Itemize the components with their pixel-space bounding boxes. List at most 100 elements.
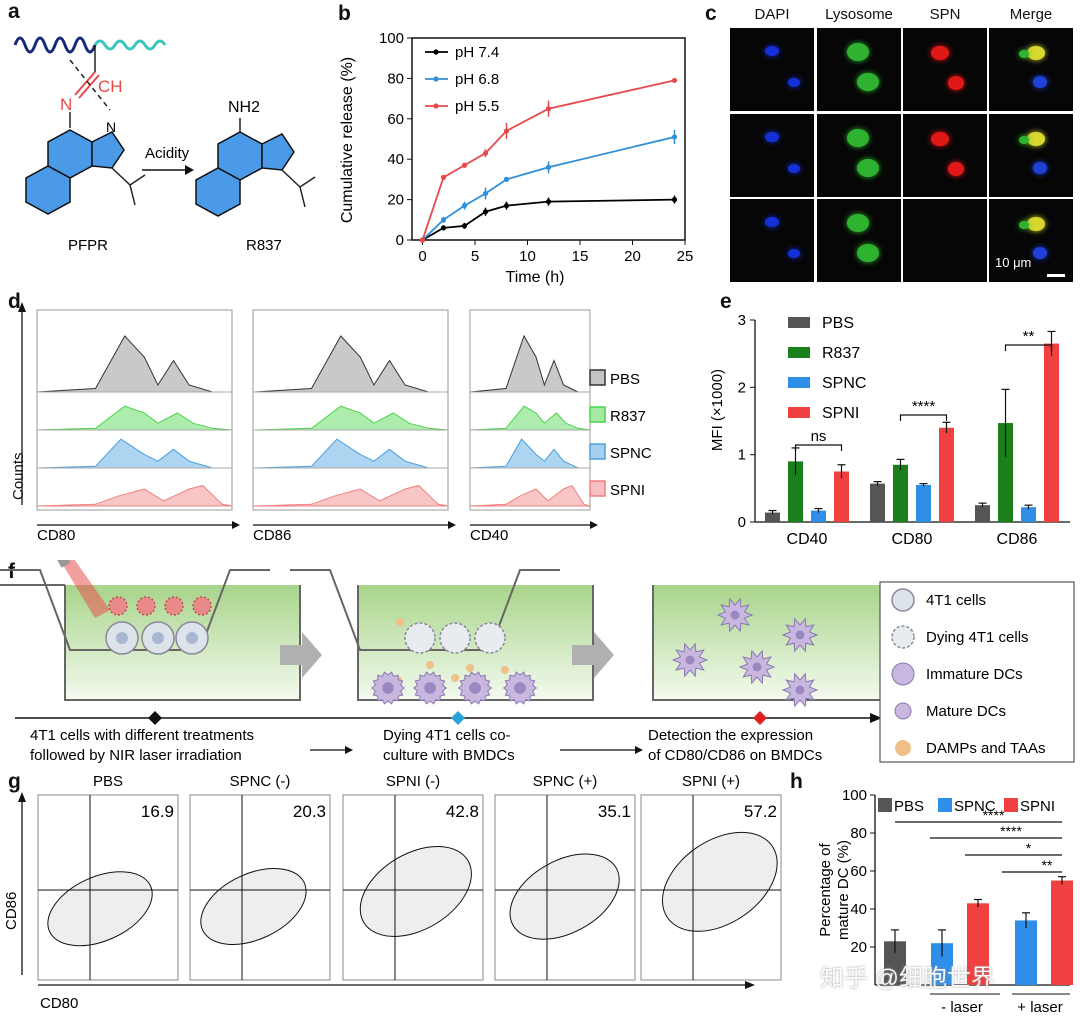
contour-ring — [661, 831, 778, 932]
step-3-text: of CD80/CD86 on BMDCs — [648, 747, 822, 764]
dc-nucleus — [730, 610, 740, 620]
histogram-axis-arrow — [232, 521, 240, 529]
step-arrow-head — [345, 746, 353, 754]
chart-b-ytick-label: 100 — [379, 30, 404, 47]
histogram-marker-label: CD40 — [470, 527, 508, 540]
histogram-legend-label: R837 — [610, 408, 646, 425]
polymer-chain-dark — [13, 36, 97, 54]
chart-h-legend-label: SPNI — [1020, 798, 1055, 815]
cell-blob — [1019, 221, 1029, 229]
histogram-legend-label: SPNI — [610, 482, 645, 499]
cell-blob — [1019, 50, 1029, 58]
chart-e-legend-label: SPNI — [822, 405, 859, 422]
micrograph-tile — [730, 199, 814, 282]
chart-e-significance-label: ns — [811, 428, 827, 445]
chart-h-legend-swatch — [878, 798, 892, 812]
chart-e-significance-bracket — [1004, 344, 1053, 351]
step-arrow-head — [635, 746, 643, 754]
panel-f-schematic: 4T1 cells with different treatments follo… — [0, 560, 1075, 764]
panel-c-column-header: Merge — [1009, 6, 1053, 23]
chart-b-point — [482, 209, 489, 215]
process-arrow — [572, 632, 614, 678]
chart-b-xtick-label: 20 — [624, 248, 641, 265]
histogram-curve — [36, 438, 232, 469]
watermark: 知乎 @细胞世界 — [820, 965, 996, 992]
panel-d-svg: CD80 CD86 CD40 PBS R837 SPNC SPNI — [18, 302, 652, 540]
chart-e-category-label: CD86 — [997, 531, 1038, 548]
laser-device — [55, 560, 71, 568]
contour-plot-title: SPNI (-) — [386, 773, 440, 790]
chart-b-point — [461, 223, 468, 229]
histogram-curve — [252, 438, 448, 469]
cell-blob — [948, 162, 964, 176]
chart-b-ylabel: Cumulative release (%) — [339, 57, 356, 223]
chart-e-legend-label: SPNC — [822, 375, 866, 392]
dc-nucleus — [795, 685, 805, 695]
cell-blob — [948, 76, 964, 90]
quadrant-percentage: 16.9 — [141, 802, 174, 821]
panel-label-c: c — [705, 2, 717, 25]
cell-blob — [1033, 76, 1047, 88]
damp-particle — [466, 664, 474, 672]
panel-f-legend-label: Mature DCs — [926, 703, 1006, 720]
chart-b-xtick-label: 5 — [471, 248, 479, 265]
histogram-curve — [252, 335, 448, 393]
histogram-legend-label: PBS — [610, 371, 640, 388]
chart-e-ytick-label: 3 — [738, 312, 746, 329]
chart-e-bar — [1044, 343, 1059, 522]
micrograph-tile — [730, 28, 814, 111]
chart-b-ytick-label: 60 — [387, 111, 404, 128]
chart-b-ytick-label: 0 — [396, 232, 404, 249]
histogram-legend-swatch — [589, 369, 606, 386]
panel-label-e: e — [720, 290, 732, 313]
panel-f-legend-label: 4T1 cells — [926, 592, 986, 609]
chart-h-legend-label: PBS — [894, 798, 924, 815]
chart-h-significance-label: **** — [983, 807, 1005, 823]
chart-h-legend-swatch — [938, 798, 952, 812]
chart-h-significance-label: * — [1026, 840, 1032, 856]
chart-h-significance-label: **** — [1000, 823, 1022, 839]
panel-a-scheme: CH N N PFPR Acidity NH2 R837 — [13, 36, 316, 254]
tumor-cell-nucleus — [116, 632, 128, 644]
legend-immature-dc-icon — [891, 662, 915, 686]
damp-particle — [426, 661, 434, 669]
chart-h-legend-swatch — [1004, 798, 1018, 812]
chart-e-legend-swatch — [788, 347, 810, 358]
chart-b-legend-label: pH 5.5 — [455, 98, 499, 115]
chart-e-bar — [1021, 507, 1036, 522]
nanoparticle — [108, 596, 128, 616]
nir-laser-beam — [60, 560, 110, 618]
histogram-legend-swatch — [589, 443, 606, 460]
chart-e-bar — [975, 505, 990, 522]
pfpr-rings — [25, 129, 125, 215]
legend-mature-dc-icon — [894, 702, 912, 720]
transwell-insert — [0, 569, 270, 651]
acidity-label: Acidity — [145, 145, 190, 162]
chart-b-point — [461, 162, 468, 168]
chart-e-significance-label: ** — [1023, 328, 1035, 345]
panel-label-h: h — [790, 770, 803, 793]
chart-e-bar — [834, 471, 849, 522]
panel-d-histograms: Counts CD80 CD86 CD40 PBS R837 SPNC SPNI — [0, 300, 715, 540]
contour-plot-title: PBS — [93, 773, 123, 790]
cell-blob — [1033, 247, 1047, 259]
imine-n-label: N — [60, 95, 72, 114]
chart-h-ytick-label: 80 — [850, 825, 867, 842]
histogram-legend-label: SPNC — [610, 445, 652, 462]
well-outline — [64, 585, 301, 701]
cell-blob — [847, 129, 869, 147]
chart-b-point — [440, 225, 447, 231]
chart-b-point — [482, 190, 489, 197]
panel-c-column-header: DAPI — [754, 6, 790, 23]
cell-blob — [931, 46, 949, 60]
culture-well — [653, 585, 888, 700]
chart-e-bar — [765, 512, 780, 522]
chart-b-legend-label: pH 6.8 — [455, 71, 499, 88]
chart-b-ytick-label: 80 — [387, 70, 404, 87]
chart-h-bar — [884, 941, 906, 985]
micrograph-tile — [989, 199, 1073, 282]
micrograph-tile — [989, 114, 1073, 197]
quadrant-percentage: 57.2 — [744, 802, 777, 821]
panel-g-xaxis-arrow — [745, 981, 755, 989]
histogram-curve — [36, 405, 233, 431]
